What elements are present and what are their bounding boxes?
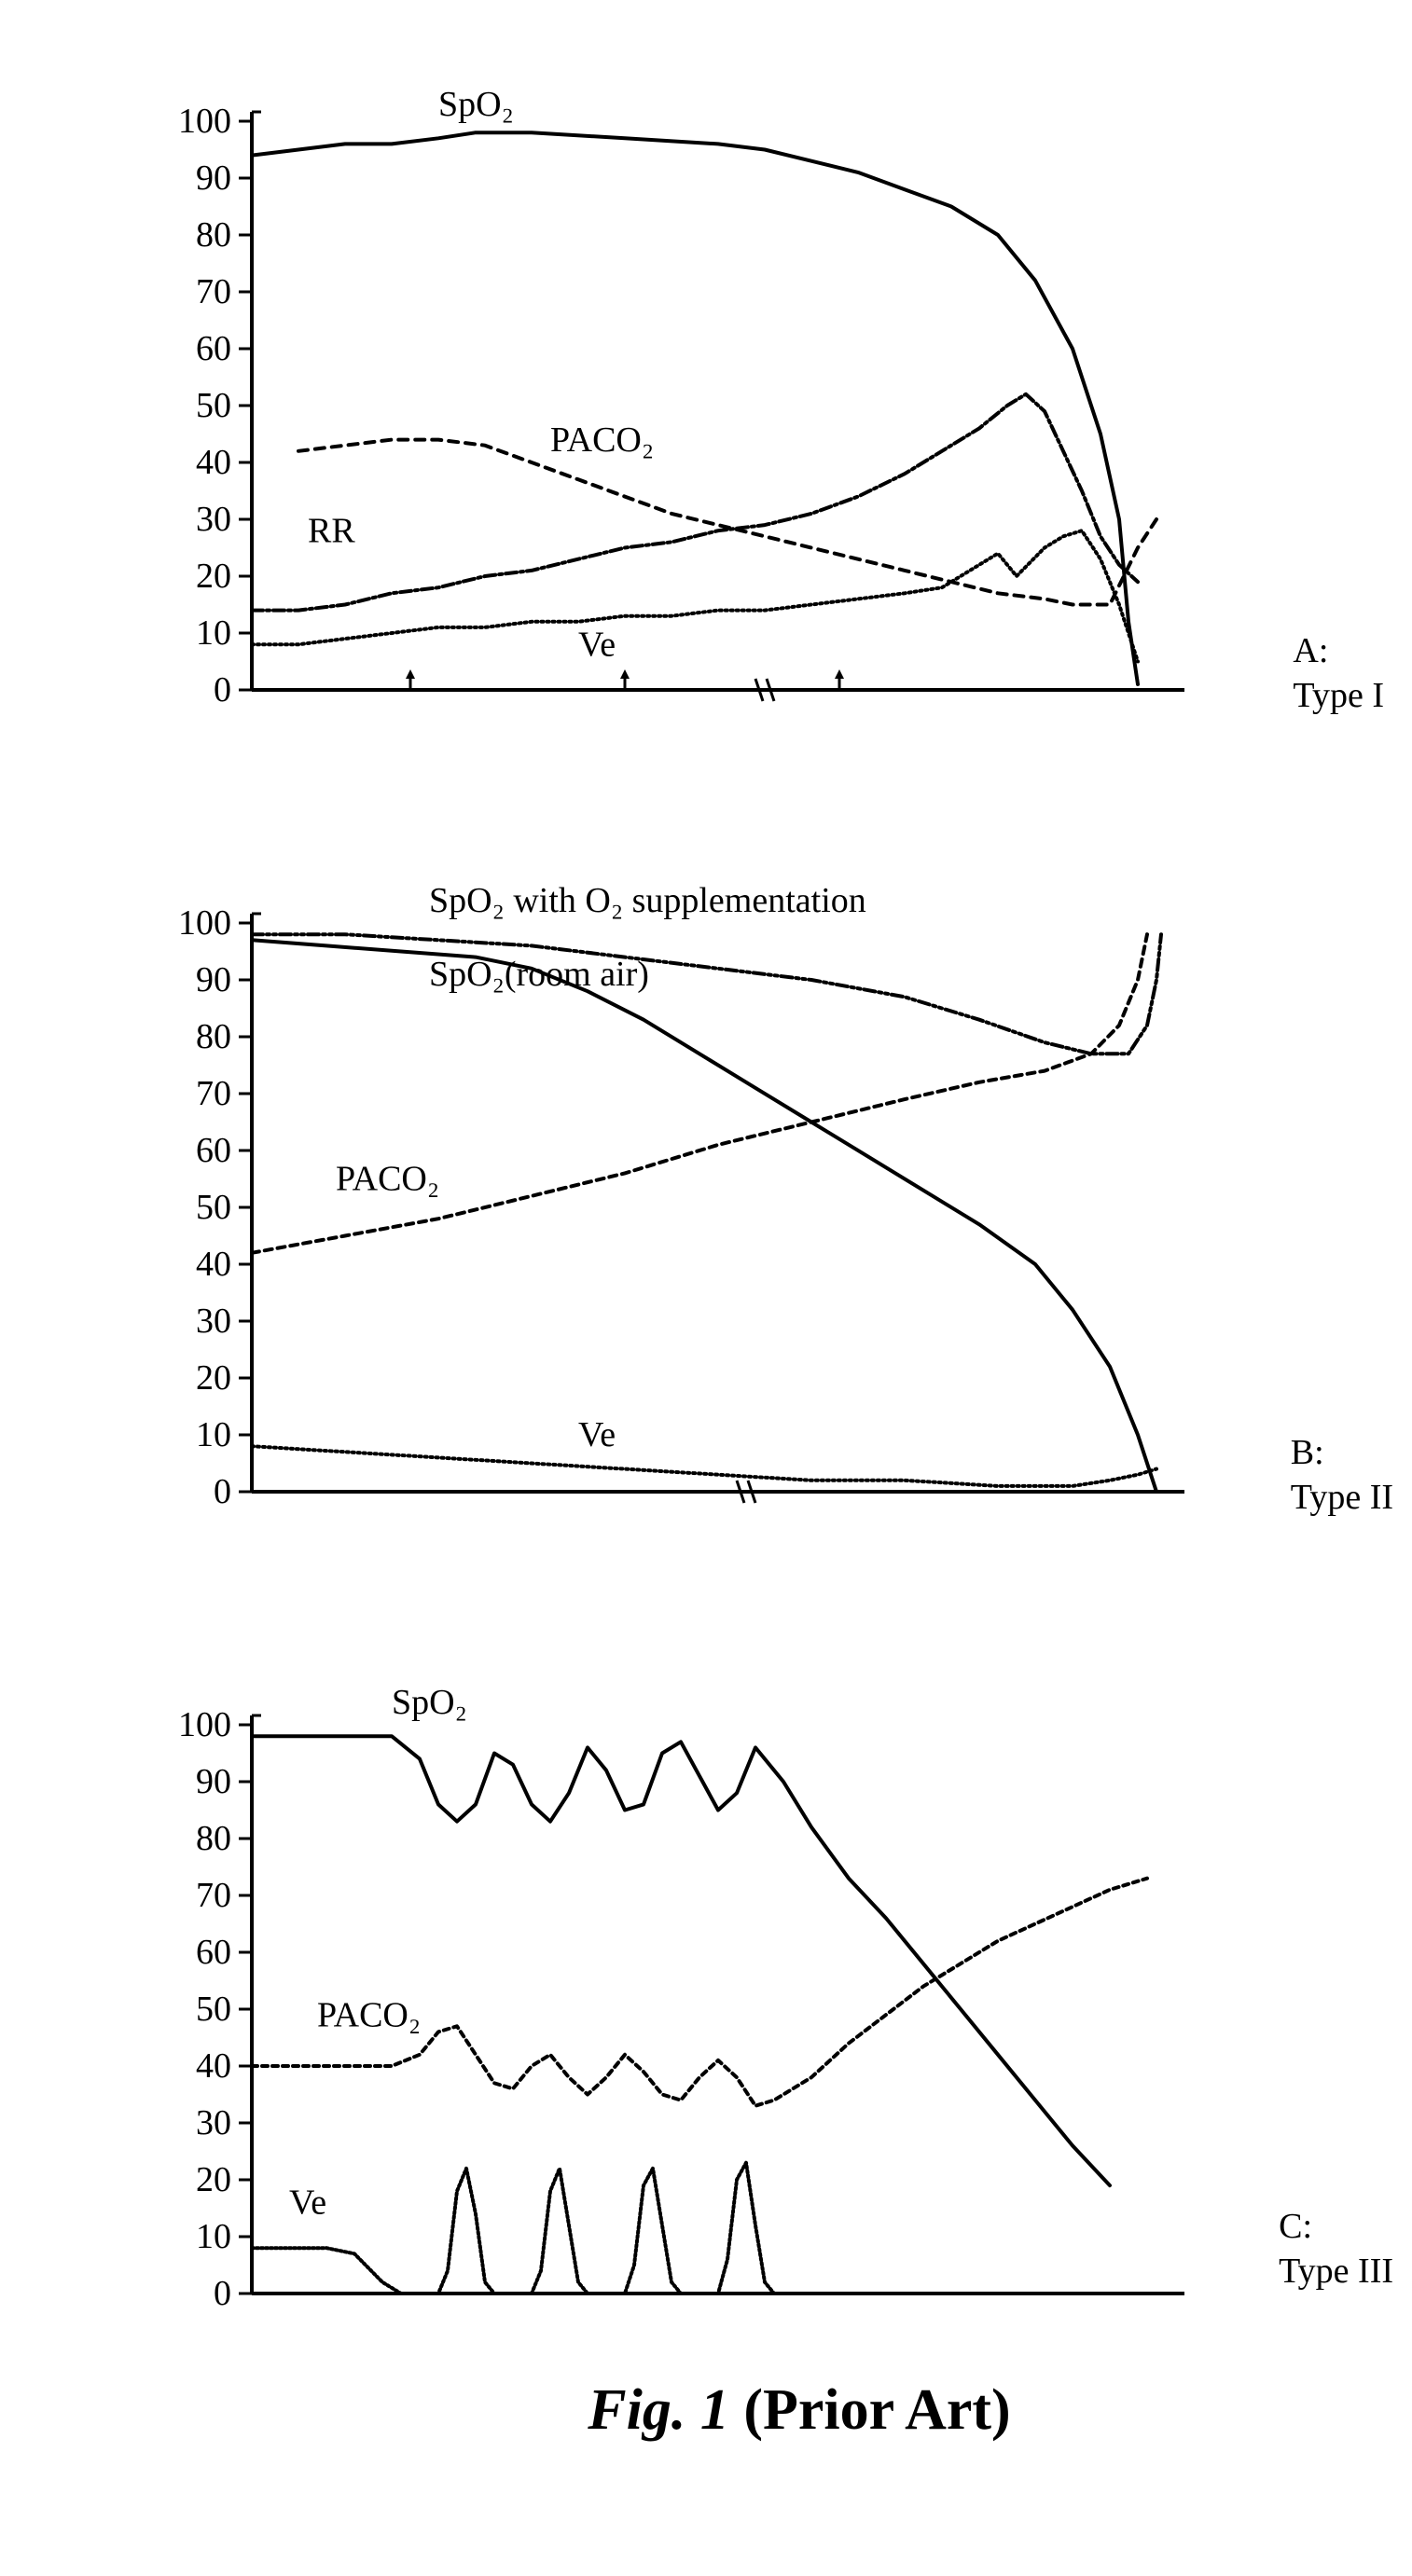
svg-text:70: 70 bbox=[196, 272, 231, 311]
svg-text:10: 10 bbox=[196, 1415, 231, 1454]
svg-text:PACO₂: PACO₂ bbox=[336, 1160, 439, 1199]
caption-main: Fig. 1 bbox=[588, 2378, 729, 2442]
svg-text:10: 10 bbox=[196, 2217, 231, 2256]
svg-text:100: 100 bbox=[178, 903, 231, 943]
svg-text:80: 80 bbox=[196, 215, 231, 255]
caption-paren: (Prior Art) bbox=[743, 2378, 1010, 2442]
svg-text:20: 20 bbox=[196, 2160, 231, 2199]
panel-c-label-1: C: bbox=[1279, 2207, 1312, 2246]
figure-caption: Fig. 1 (Prior Art) bbox=[224, 2377, 1375, 2444]
svg-text:90: 90 bbox=[196, 960, 231, 999]
svg-text:90: 90 bbox=[196, 1762, 231, 1801]
panel-c-label: C: Type III bbox=[1279, 2205, 1393, 2294]
svg-text:90: 90 bbox=[196, 158, 231, 198]
svg-text:60: 60 bbox=[196, 1131, 231, 1170]
svg-text:30: 30 bbox=[196, 500, 231, 539]
svg-text:100: 100 bbox=[178, 1705, 231, 1744]
svg-text:0: 0 bbox=[214, 2274, 231, 2313]
svg-text:40: 40 bbox=[196, 1245, 231, 1284]
svg-text:30: 30 bbox=[196, 1302, 231, 1341]
svg-text:RR: RR bbox=[308, 511, 355, 550]
svg-text:PACO₂: PACO₂ bbox=[317, 1995, 421, 2034]
panel-c: 0102030405060708090100SpO₂PACO₂Ve C: Typ… bbox=[149, 1660, 1375, 2349]
panel-b-label-2: Type II bbox=[1291, 1478, 1393, 1517]
svg-text:20: 20 bbox=[196, 1358, 231, 1398]
panel-c-label-2: Type III bbox=[1279, 2252, 1393, 2291]
svg-text:SpO₂(room air): SpO₂(room air) bbox=[429, 955, 649, 994]
svg-text:50: 50 bbox=[196, 1188, 231, 1227]
svg-text:10: 10 bbox=[196, 613, 231, 653]
svg-text:Ve: Ve bbox=[578, 1415, 616, 1454]
svg-text:Ve: Ve bbox=[289, 2183, 326, 2223]
panel-b-label-1: B: bbox=[1291, 1433, 1324, 1472]
svg-text:PACO₂: PACO₂ bbox=[550, 420, 654, 460]
svg-text:SpO₂ with O₂ supplementation: SpO₂ with O₂ supplementation bbox=[429, 881, 866, 920]
svg-text:SpO₂: SpO₂ bbox=[392, 1683, 467, 1722]
svg-text:0: 0 bbox=[214, 1472, 231, 1511]
svg-text:30: 30 bbox=[196, 2103, 231, 2142]
svg-text:0: 0 bbox=[214, 670, 231, 709]
panel-b: 0 10 20 30 40 50 60 70 80 90 100 SpO₂ with O₂ suppl… bbox=[149, 858, 1375, 1548]
svg-text:50: 50 bbox=[196, 1990, 231, 2029]
svg-text:70: 70 bbox=[196, 1876, 231, 1915]
chart-c-svg: 0 10 20 30 40 50 60 70 80 90 100 SpO₂ PACO₂ Ve bbox=[149, 1660, 1343, 2349]
svg-text:Ve: Ve bbox=[578, 625, 616, 664]
svg-text:60: 60 bbox=[196, 329, 231, 368]
svg-text:100: 100 bbox=[178, 102, 231, 141]
panel-a-label-2: Type I bbox=[1293, 676, 1384, 715]
svg-text:SpO₂: SpO₂ bbox=[438, 85, 514, 124]
chart-b-svg: 0 10 20 30 40 50 60 70 80 90 100 SpO₂ with O₂ suppl… bbox=[149, 858, 1343, 1548]
svg-text:70: 70 bbox=[196, 1074, 231, 1113]
svg-text:60: 60 bbox=[196, 1933, 231, 1972]
svg-text:50: 50 bbox=[196, 386, 231, 425]
figure-page: 0102030405060708090100SpO₂PACO₂RRVe A: T… bbox=[0, 0, 1412, 2576]
svg-text:20: 20 bbox=[196, 557, 231, 596]
svg-text:40: 40 bbox=[196, 2046, 231, 2086]
panel-a: 0102030405060708090100SpO₂PACO₂RRVe A: T… bbox=[149, 56, 1375, 746]
panel-a-label: A: Type I bbox=[1293, 629, 1384, 718]
chart-a-svg: 0 10 20 30 40 50 60 70 80 90 100 SpO₂ PACO₂ RR Ve bbox=[149, 56, 1343, 746]
panel-b-label: B: Type II bbox=[1291, 1431, 1393, 1520]
panel-a-label-1: A: bbox=[1293, 631, 1328, 670]
svg-text:80: 80 bbox=[196, 1017, 231, 1056]
svg-text:40: 40 bbox=[196, 443, 231, 482]
svg-text:80: 80 bbox=[196, 1819, 231, 1858]
